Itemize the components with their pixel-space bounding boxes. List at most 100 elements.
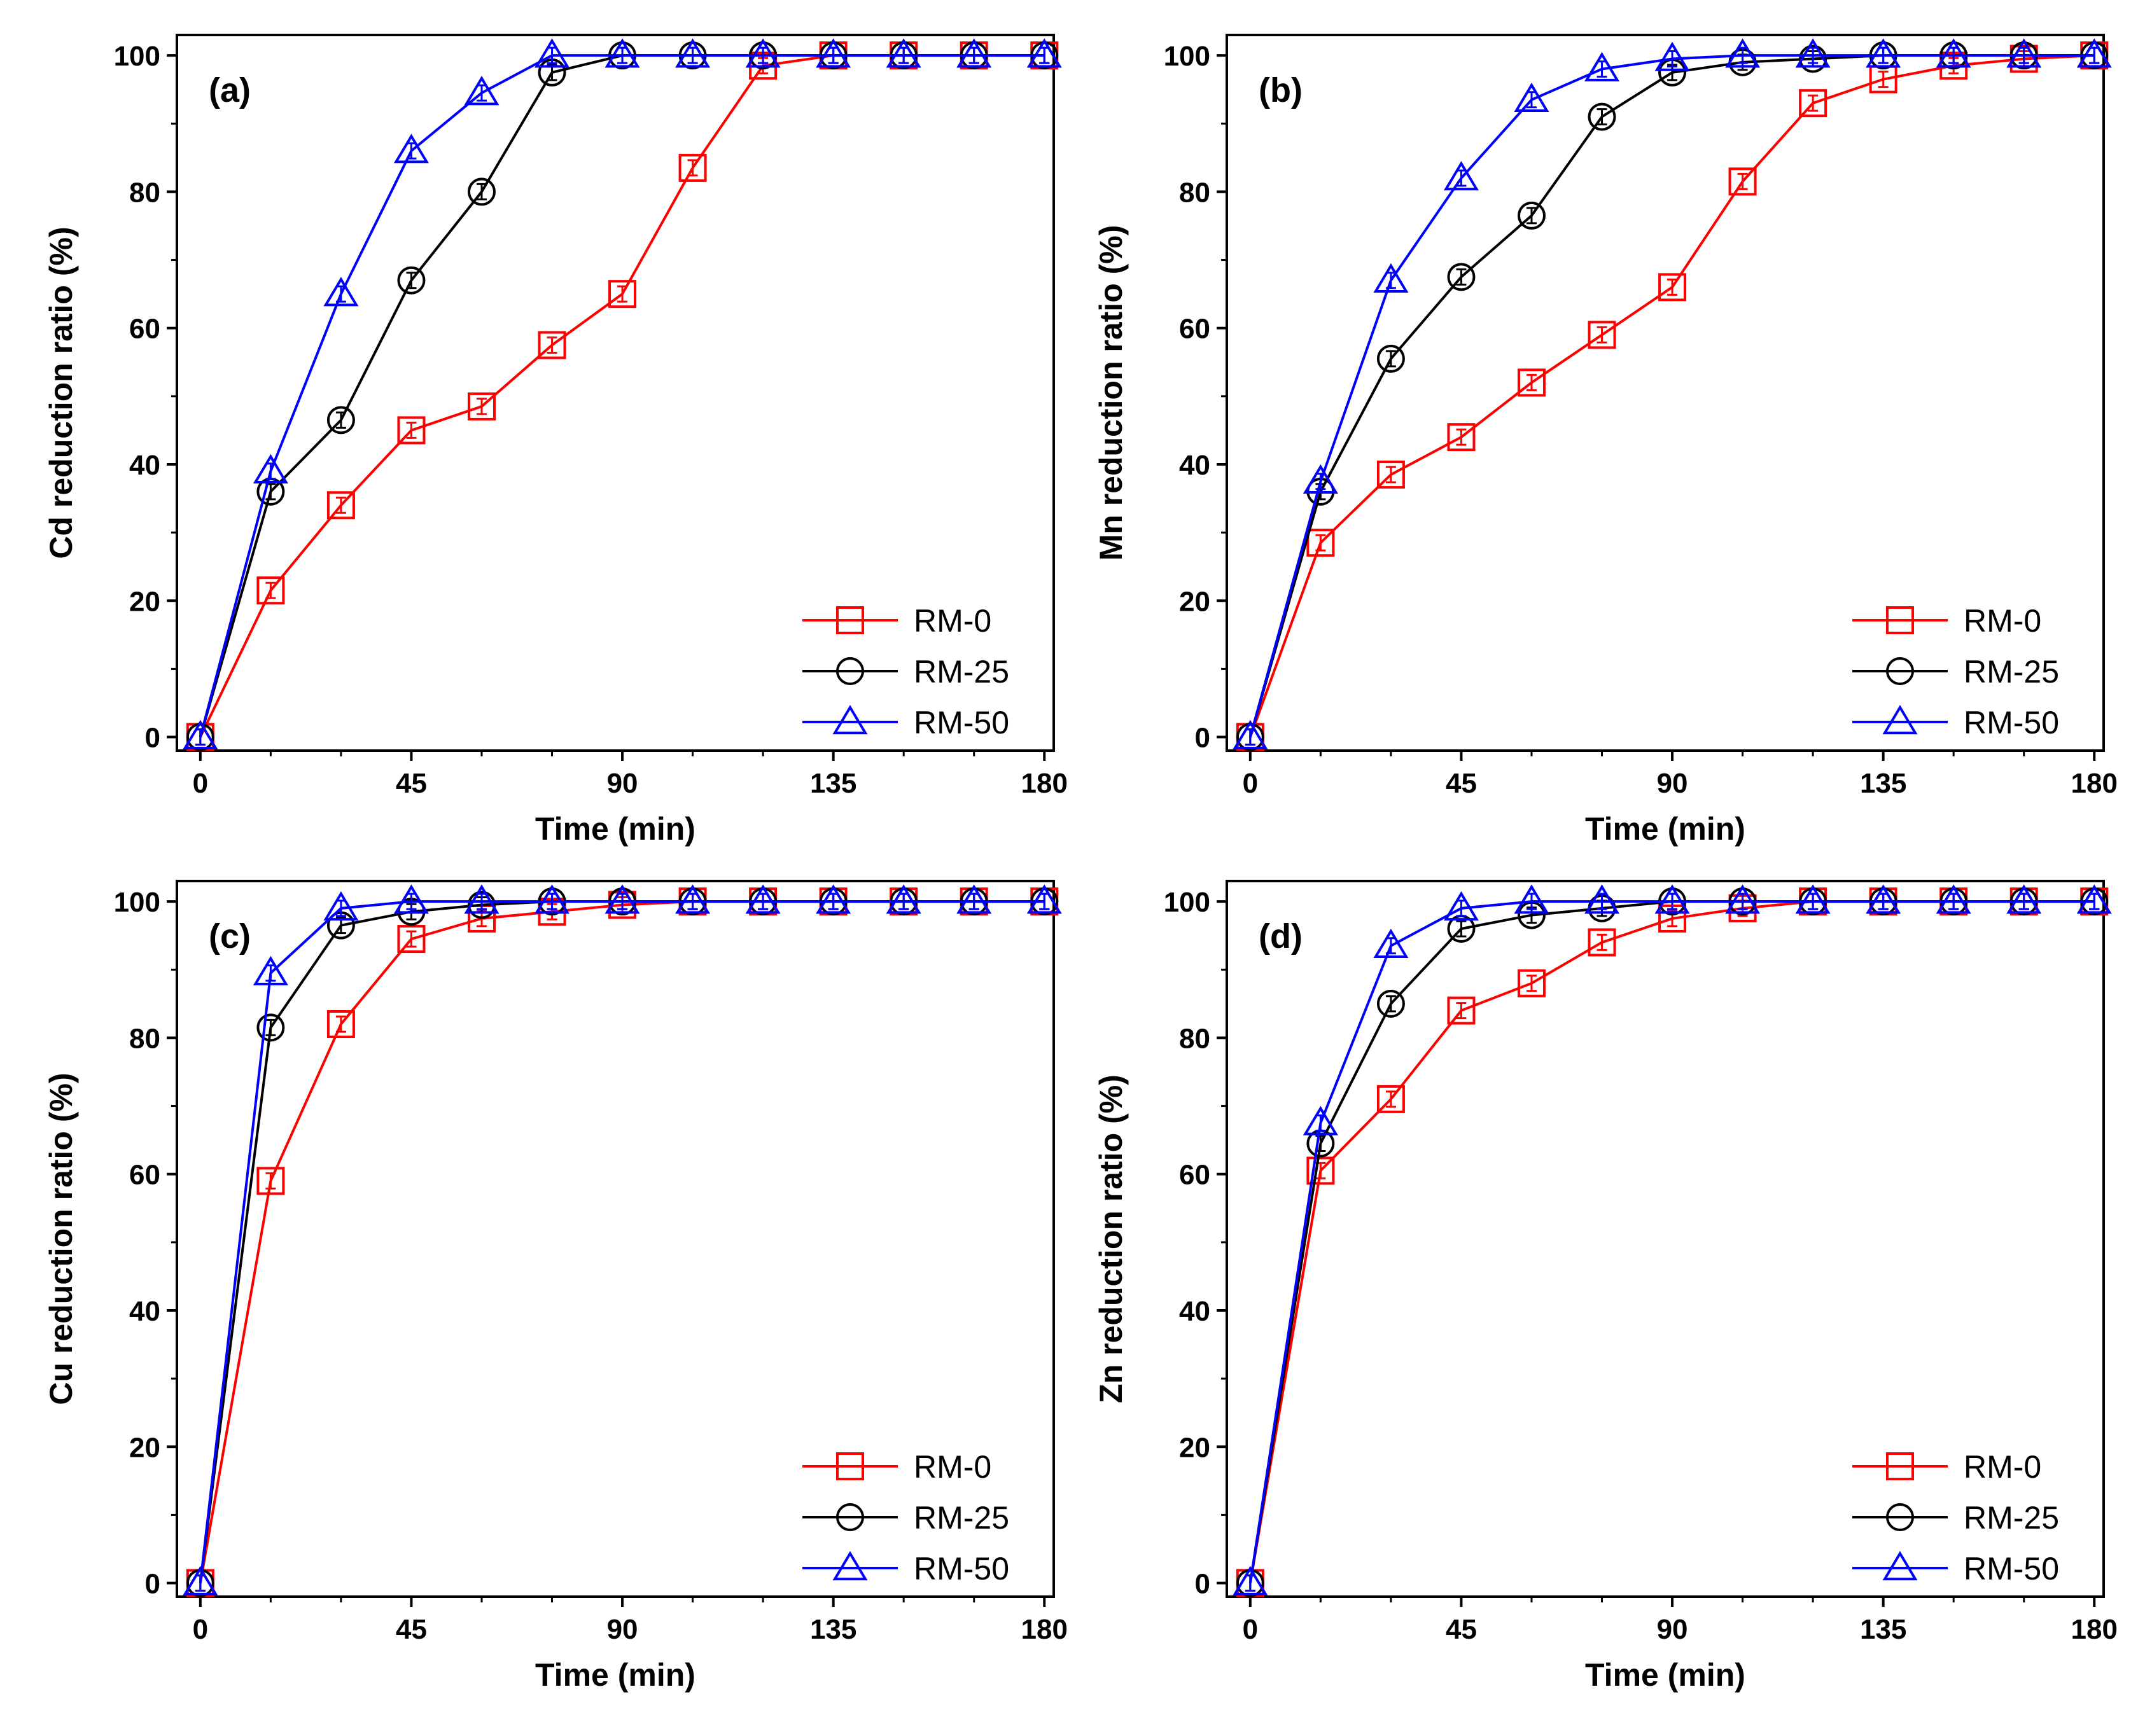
data-point-RM-50 [745,38,781,68]
data-point-RM-50 [534,884,570,914]
legend-marker-RM-25 [1886,1503,1914,1531]
data-point-RM-50 [183,719,218,749]
data-point-RM-50 [253,955,288,985]
data-point-RM-0 [538,331,566,359]
y-tick-label: 0 [1195,723,1210,754]
y-tick-label: 20 [129,1432,160,1463]
y-tick-label: 80 [1179,177,1210,208]
data-point-RM-50 [604,38,640,68]
y-tick-label: 60 [1179,314,1210,345]
chart-panel-0: 0 45 90 135 180 0 20 40 60 80 100 Time (min) Cd redu… [43,34,1068,847]
data-point-RM-0 [326,1010,355,1038]
x-axis-title: Time (min) [535,811,695,847]
y-tick-label: 100 [114,887,160,918]
y-axis-title: Zn reduction ratio (%) [1093,1074,1129,1403]
y-tick-label: 40 [1179,450,1210,481]
plot-frame [176,34,1055,752]
legend: RM-0 RM-25 RM-50 [802,1449,1009,1587]
y-tick-label: 0 [1195,1569,1210,1600]
data-point-RM-25 [397,266,426,295]
legend-marker-RM-0 [1886,1452,1914,1480]
data-point-RM-25 [467,177,496,206]
series-RM-50 [1233,38,2112,749]
y-tick-label: 80 [1179,1023,1210,1054]
chart-panel-2: 0 45 90 135 180 0 20 40 60 80 100 Time (min) Cu redu… [43,880,1068,1693]
data-point-RM-0 [1728,167,1757,196]
plot-frame [176,880,1055,1598]
data-point-RM-50 [2006,884,2042,914]
data-point-RM-50 [464,76,500,106]
legend-label-RM-50: RM-50 [914,1551,1009,1587]
data-point-RM-0 [1588,928,1616,957]
data-point-RM-50 [1584,884,1620,914]
x-tick-label: 90 [1657,768,1688,799]
x-tick-label: 180 [2071,768,2118,799]
data-point-RM-0 [1306,529,1335,557]
data-point-RM-50 [2076,884,2112,914]
y-tick-label: 20 [129,586,160,617]
legend-label-RM-25: RM-25 [914,654,1009,690]
data-point-RM-50 [675,38,711,68]
data-point-RM-50 [2006,38,2042,68]
data-point-RM-50 [745,884,781,914]
data-point-RM-50 [1795,38,1831,68]
legend-marker-RM-25 [836,1503,864,1531]
legend-marker-RM-0 [1886,606,1914,634]
chart-panel-1: 0 45 90 135 180 0 20 40 60 80 100 Time (min) Mn redu… [1093,34,2118,847]
data-point-RM-0 [326,491,355,520]
y-tick-label: 0 [145,723,160,754]
series-RM-50 [183,38,1062,749]
data-point-RM-25 [1376,989,1405,1018]
data-point-RM-0 [256,576,285,605]
data-point-RM-50 [1795,884,1831,914]
legend-marker-RM-50 [832,705,868,735]
x-axis-title: Time (min) [535,1657,695,1693]
x-tick-label: 180 [1021,1614,1068,1645]
x-tick-label: 180 [1021,768,1068,799]
data-point-RM-25 [256,1013,285,1042]
data-point-RM-25 [1517,201,1546,230]
data-point-RM-50 [1654,41,1690,71]
legend-label-RM-50: RM-50 [1964,1551,2059,1587]
legend-label-RM-50: RM-50 [914,705,1009,740]
data-point-RM-50 [1373,928,1409,959]
data-point-RM-50 [253,454,288,483]
panel-label: (d) [1259,917,1303,955]
data-point-RM-0 [1376,1085,1405,1113]
data-point-RM-0 [397,416,426,445]
data-point-RM-50 [1026,38,1062,68]
data-point-RM-0 [1447,423,1476,452]
y-axis-title: Mn reduction ratio (%) [1093,225,1129,561]
y-tick-label: 80 [129,1023,160,1054]
data-point-RM-25 [1376,344,1405,373]
chart-panel-3: 0 45 90 135 180 0 20 40 60 80 100 Time (min) Zn redu… [1093,880,2118,1693]
x-tick-label: 135 [1860,768,1906,799]
data-point-RM-50 [1514,82,1549,113]
data-point-RM-50 [323,891,359,921]
data-point-RM-50 [886,38,921,68]
data-point-RM-50 [2076,38,2112,68]
x-tick-label: 45 [396,768,427,799]
data-point-RM-0 [608,280,637,309]
legend-marker-RM-50 [1882,705,1918,735]
y-tick-label: 100 [114,41,160,72]
legend-label-RM-25: RM-25 [1964,1500,2059,1536]
y-tick-label: 60 [129,314,160,345]
legend: RM-0 RM-25 RM-50 [802,603,1009,740]
data-point-RM-50 [1584,52,1620,81]
data-point-RM-50 [1654,884,1690,914]
data-point-RM-50 [1725,38,1761,68]
panel-label: (a) [209,71,251,109]
legend-marker-RM-25 [836,657,864,685]
x-tick-label: 135 [810,1614,856,1645]
data-point-RM-50 [816,38,851,68]
y-tick-label: 60 [1179,1160,1210,1191]
data-point-RM-0 [1799,89,1827,118]
y-tick-label: 20 [1179,586,1210,617]
y-tick-label: 40 [129,450,160,481]
y-tick-label: 80 [129,177,160,208]
legend: RM-0 RM-25 RM-50 [1852,1449,2059,1587]
legend-label-RM-0: RM-0 [914,603,991,639]
